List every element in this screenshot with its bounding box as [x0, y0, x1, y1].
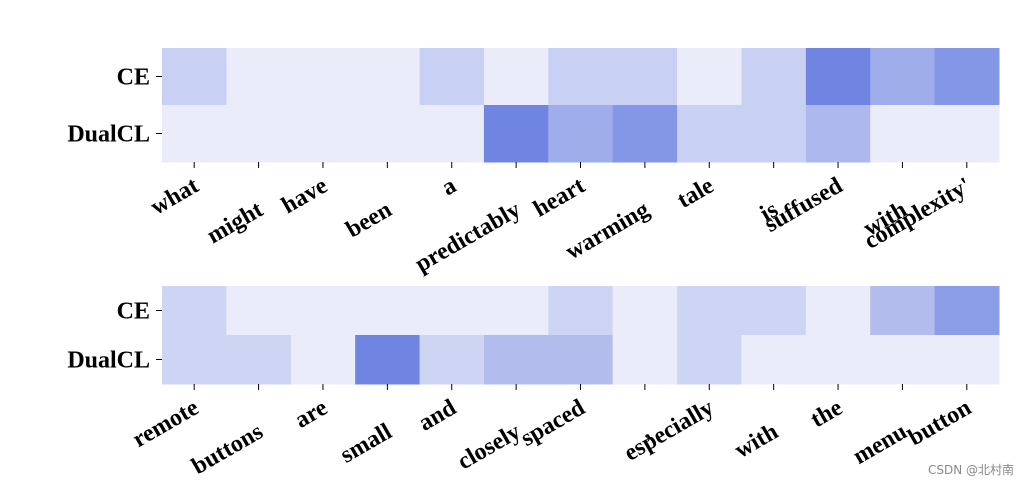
heatmap-cell	[290, 48, 356, 106]
heatmap-cell	[162, 335, 227, 385]
heatmap-cell	[934, 335, 1000, 385]
heatmap-cell	[741, 286, 807, 336]
x-tick-label: what	[146, 173, 203, 221]
heatmap-cell	[162, 105, 227, 163]
heatmap-cell	[805, 48, 871, 106]
heatmap-cell	[483, 48, 549, 106]
y-tick-label: CE	[117, 65, 150, 91]
heatmap-cell	[870, 286, 936, 336]
x-tick-label: remote	[128, 395, 203, 453]
heatmap-cell	[548, 286, 614, 336]
x-tick-label: a	[437, 173, 460, 202]
heatmap-cell	[870, 48, 936, 106]
x-tick-label: been	[342, 197, 397, 244]
x-tick-label: with	[730, 419, 782, 464]
heatmap-cell	[226, 48, 292, 106]
heatmap-cell	[355, 335, 421, 385]
x-tick-label: have	[277, 173, 332, 220]
x-tick-label: heart	[529, 173, 589, 223]
x-tick-label: are	[290, 395, 332, 434]
y-tick-label: DualCL	[67, 348, 150, 374]
x-tick-label: closely	[453, 419, 525, 476]
heatmap-cell	[226, 335, 292, 385]
heatmap-cell	[162, 48, 227, 106]
heatmap-cell	[419, 286, 485, 336]
heatmap-cell	[548, 335, 614, 385]
heatmap-cell	[483, 335, 549, 385]
heatmap-cell	[677, 105, 742, 163]
heatmap-cell	[290, 335, 356, 385]
heatmap-cell	[741, 105, 807, 163]
heatmap-cell	[677, 286, 742, 336]
heatmap-cell	[419, 335, 485, 385]
x-tick-label: buttons	[188, 419, 268, 480]
heatmap-cell	[677, 48, 742, 106]
x-tick-label: might	[203, 197, 268, 250]
x-tick-label: warming	[561, 197, 654, 266]
heatmap-cell	[548, 105, 614, 163]
heatmap-cell	[483, 286, 549, 336]
x-tick-label: menu	[849, 419, 912, 470]
heatmap-cell	[226, 286, 292, 336]
heatmap-cell	[355, 286, 421, 336]
x-tick-label: especially	[620, 395, 718, 467]
heatmap-cell	[741, 48, 807, 106]
watermark: CSDN @北村南	[928, 462, 1014, 477]
heatmap-cell	[805, 335, 871, 385]
heatmap-cell	[870, 335, 936, 385]
heatmap-cell	[290, 286, 356, 336]
x-tick-label: tale	[673, 173, 719, 214]
heatmap-cell	[741, 335, 807, 385]
heatmap-cell	[290, 105, 356, 163]
heatmap-cell	[355, 48, 421, 106]
heatmap-cell	[677, 335, 742, 385]
heatmap-cell	[355, 105, 421, 163]
heatmap-cell	[548, 48, 614, 106]
heatmap-cell	[805, 286, 871, 336]
heatmap-cell	[612, 335, 678, 385]
y-tick-label: CE	[117, 299, 150, 325]
x-tick-label: the	[806, 395, 847, 434]
x-tick-label: and	[414, 394, 461, 436]
heatmap-cell	[612, 286, 678, 336]
heatmap-cell	[226, 105, 292, 163]
heatmap-cell	[483, 105, 549, 163]
heatmap-cell	[870, 105, 936, 163]
heatmap-cell	[934, 286, 1000, 336]
y-tick-label: DualCL	[67, 122, 150, 148]
heatmap-cell	[805, 105, 871, 163]
x-tick-label: spaced	[516, 394, 590, 452]
heatmap-cell	[612, 48, 678, 106]
heatmap-cell	[419, 48, 485, 106]
heatmap-cell	[419, 105, 485, 163]
heatmap-cell	[162, 286, 227, 336]
heatmap-cell	[934, 105, 1000, 163]
heatmap-cell	[934, 48, 1000, 106]
x-tick-label: predictably	[411, 197, 525, 278]
x-tick-label: small	[336, 419, 397, 469]
x-tick-label: button	[904, 395, 976, 452]
heatmap-cell	[612, 105, 678, 163]
